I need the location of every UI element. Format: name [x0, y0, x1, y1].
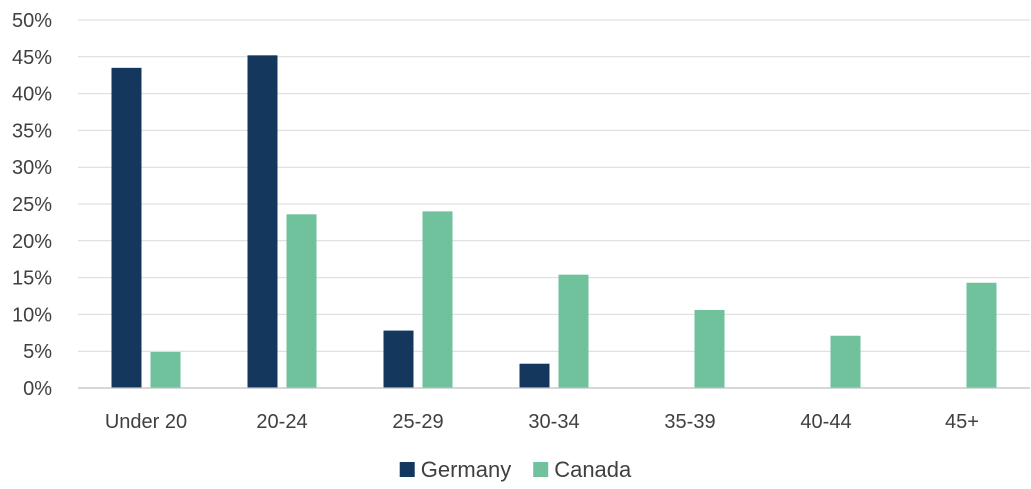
- y-tick-label: 10%: [12, 304, 52, 326]
- y-tick-label: 15%: [12, 268, 52, 290]
- gridlines: [78, 19, 1030, 352]
- legend-swatch-canada: [533, 462, 549, 477]
- bar-canada-4: [694, 309, 725, 388]
- legend-label-germany: Germany: [421, 457, 511, 482]
- y-tick-label: 25%: [12, 194, 52, 216]
- x-tick-label: 35-39: [664, 411, 715, 433]
- y-tick-label: 40%: [12, 84, 52, 106]
- bar-canada-2: [422, 211, 453, 388]
- x-tick-label: 45+: [945, 411, 979, 433]
- legend-swatch-germany: [399, 462, 415, 477]
- bar-canada-0: [150, 351, 181, 388]
- bar-canada-3: [558, 274, 589, 388]
- bar-canada-6: [966, 282, 997, 388]
- y-tick-label: 35%: [12, 120, 52, 142]
- bar-germany-3: [519, 363, 550, 388]
- bar-germany-0: [111, 67, 142, 388]
- x-axis-ticks: Under 20 20-24 25-29 30-34 35-39 40-44 45+: [105, 411, 979, 433]
- y-tick-label: 50%: [12, 10, 52, 32]
- y-tick-label: 20%: [12, 231, 52, 253]
- legend: Germany Canada: [399, 457, 632, 482]
- bar-canada-1: [286, 214, 317, 388]
- x-tick-label: 40-44: [800, 411, 851, 433]
- y-axis-ticks: 0% 5% 10% 15% 20% 25% 30% 35% 40% 45% 50%: [12, 10, 52, 400]
- x-tick-label: 20-24: [256, 411, 307, 433]
- bars: [111, 55, 997, 388]
- y-tick-label: 5%: [23, 341, 52, 363]
- y-tick-label: 0%: [23, 378, 52, 400]
- legend-label-canada: Canada: [554, 457, 632, 482]
- y-tick-label: 30%: [12, 157, 52, 179]
- x-tick-label: Under 20: [105, 411, 187, 433]
- x-tick-label: 30-34: [528, 411, 579, 433]
- bar-germany-1: [247, 55, 278, 388]
- y-tick-label: 45%: [12, 47, 52, 69]
- bar-germany-2: [383, 330, 414, 388]
- bar-canada-5: [830, 335, 861, 388]
- x-tick-label: 25-29: [392, 411, 443, 433]
